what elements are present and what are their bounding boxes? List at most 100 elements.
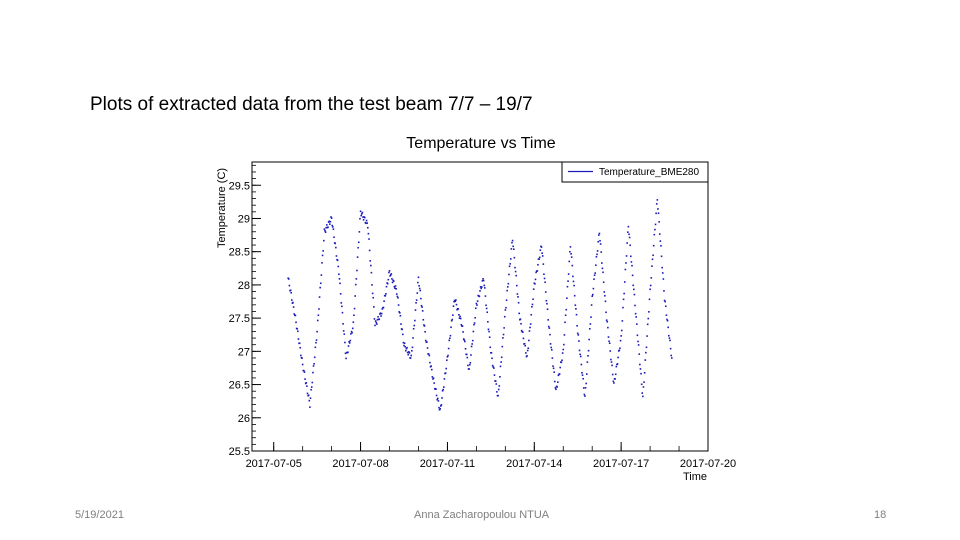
data-point <box>318 296 321 298</box>
data-point <box>638 353 641 355</box>
data-point <box>625 255 628 257</box>
data-point <box>599 243 602 245</box>
data-point <box>593 274 596 276</box>
data-point <box>401 333 404 336</box>
data-point <box>311 381 314 384</box>
data-point <box>432 378 434 380</box>
data-point <box>612 380 615 383</box>
data-point <box>479 290 481 292</box>
data-point <box>493 367 495 369</box>
data-point <box>356 269 358 272</box>
data-point <box>583 393 586 396</box>
data-point <box>483 284 486 287</box>
data-point <box>671 357 673 359</box>
data-point <box>633 288 635 291</box>
data-point <box>547 325 550 328</box>
data-point <box>538 256 541 259</box>
data-point <box>601 262 603 264</box>
data-point <box>520 329 523 332</box>
data-point <box>472 330 475 333</box>
data-point <box>321 262 323 264</box>
data-point <box>632 284 635 287</box>
data-point <box>538 258 540 261</box>
data-point <box>435 388 437 390</box>
data-point <box>557 381 559 383</box>
data-point <box>359 210 362 213</box>
data-point <box>502 337 504 339</box>
data-point <box>357 241 360 244</box>
data-point <box>369 260 372 262</box>
data-point <box>670 354 673 357</box>
data-point <box>669 347 672 350</box>
data-point <box>366 222 369 224</box>
data-point <box>429 361 431 364</box>
data-point <box>486 311 489 314</box>
data-point <box>622 306 624 309</box>
data-point <box>325 226 327 229</box>
data-point <box>310 386 313 388</box>
data-point <box>450 326 452 329</box>
data-point <box>488 336 491 339</box>
data-point <box>503 327 505 329</box>
y-tick-label: 27 <box>238 346 250 358</box>
data-point <box>454 300 457 303</box>
data-point <box>666 319 669 322</box>
data-point <box>564 321 566 324</box>
data-point <box>651 265 653 267</box>
data-point <box>540 246 543 248</box>
data-point <box>365 219 368 222</box>
data-point <box>658 221 660 223</box>
data-point <box>648 311 650 313</box>
data-point <box>586 361 589 363</box>
data-point <box>643 371 646 374</box>
data-point <box>395 287 397 290</box>
data-point <box>625 262 627 264</box>
data-point <box>504 309 507 311</box>
data-point <box>379 313 381 315</box>
data-point <box>374 320 377 322</box>
data-point <box>579 353 581 356</box>
footer-date: 5/19/2021 <box>75 509 124 521</box>
data-point <box>334 242 337 245</box>
data-point <box>657 212 660 215</box>
data-point <box>532 298 534 301</box>
data-point <box>443 386 445 388</box>
data-point <box>590 316 592 318</box>
data-point <box>616 363 619 365</box>
data-point <box>320 274 323 276</box>
data-point <box>649 288 651 291</box>
data-point <box>415 301 417 304</box>
data-point <box>303 369 305 372</box>
data-point <box>323 228 326 230</box>
data-point <box>465 353 468 356</box>
data-point <box>581 374 584 376</box>
data-point <box>635 316 638 318</box>
data-point <box>545 299 548 302</box>
data-point <box>517 296 519 298</box>
data-point <box>660 255 663 258</box>
data-point <box>449 337 451 340</box>
data-point <box>351 331 353 334</box>
x-tick-label: 2017-07-11 <box>420 458 475 470</box>
data-point <box>452 305 455 307</box>
data-point <box>447 347 450 350</box>
data-point <box>515 274 517 277</box>
data-point <box>365 222 367 225</box>
data-point <box>491 364 494 367</box>
data-point <box>455 299 457 301</box>
data-point <box>415 299 418 301</box>
data-point <box>607 336 610 338</box>
data-point <box>645 346 648 349</box>
data-point <box>479 286 482 288</box>
data-point <box>549 343 552 345</box>
data-point <box>374 324 376 327</box>
data-point <box>422 318 425 321</box>
data-point <box>447 354 449 357</box>
data-point <box>338 273 340 276</box>
data-point <box>487 321 489 323</box>
footer-author: Anna Zacharopoulou NTUA <box>414 509 550 521</box>
data-point <box>456 308 458 311</box>
data-point <box>292 306 295 308</box>
data-point <box>398 311 400 313</box>
data-point <box>626 231 629 233</box>
